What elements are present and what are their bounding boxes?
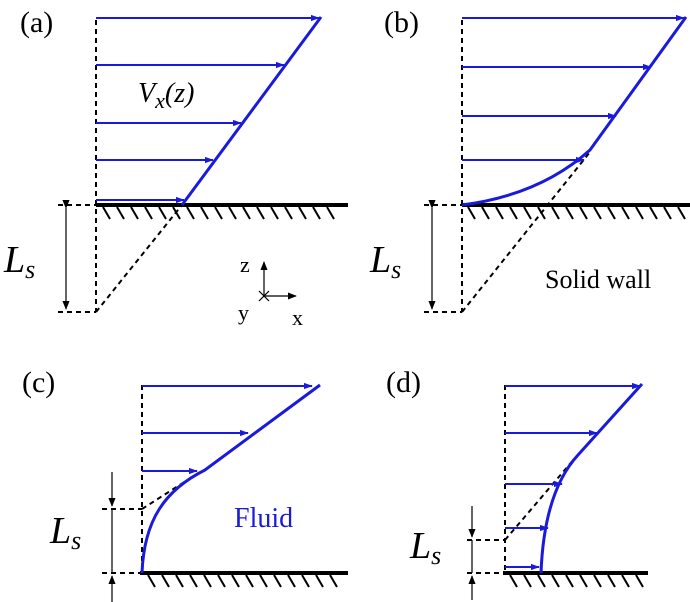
panel-c-label: (c) xyxy=(22,366,55,399)
coordinate-axes xyxy=(258,261,297,302)
panel-c: (c) Ls Fluid xyxy=(22,366,348,602)
slip-length-label: Ls xyxy=(49,510,81,555)
axis-y-label: y xyxy=(238,300,249,325)
slip-length-label: Ls xyxy=(3,239,35,284)
panel-b-label: (b) xyxy=(384,6,419,39)
dashed-extrapolation-line xyxy=(461,151,591,313)
panel-b: (b) Ls Solid wall xyxy=(369,6,690,313)
slip-length-label: Ls xyxy=(369,239,401,284)
wall-hatching xyxy=(467,206,686,220)
fluid-label: Fluid xyxy=(234,503,293,534)
wall-hatching xyxy=(102,206,335,220)
panel-a-label: (a) xyxy=(20,6,53,39)
velocity-profile-curve xyxy=(461,16,688,207)
velocity-profile-curve xyxy=(539,382,644,574)
velocity-label: Vx(z) xyxy=(138,78,194,113)
axis-z-label: z xyxy=(240,252,250,277)
dashed-extrapolation-line xyxy=(95,204,183,313)
axis-x-label: x xyxy=(292,305,303,330)
wall-hatching xyxy=(147,574,338,588)
panel-a: (a) Ls Vx(z) xyxy=(3,6,348,330)
panel-d: (d) Ls xyxy=(386,366,648,600)
velocity-profile-curve xyxy=(140,383,321,574)
panel-d-label: (d) xyxy=(386,366,421,399)
solid-wall-label: Solid wall xyxy=(545,265,651,294)
wall-hatching xyxy=(509,574,644,588)
velocity-profile-line xyxy=(180,16,323,206)
slip-length-label: Ls xyxy=(409,525,441,570)
